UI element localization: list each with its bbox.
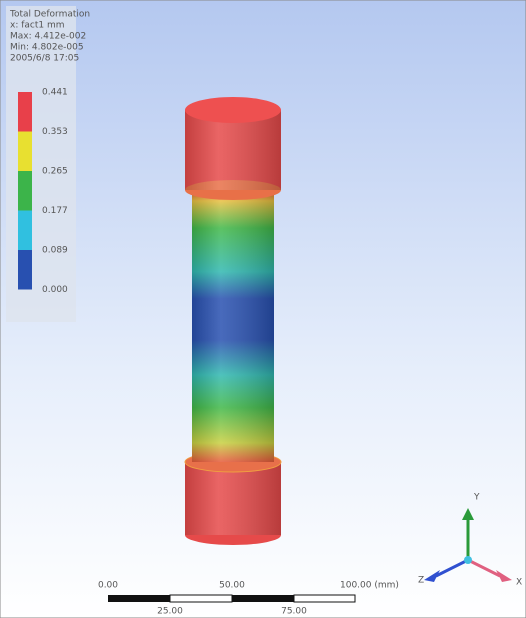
legend-label: 0.353	[42, 127, 68, 137]
shading	[185, 462, 281, 535]
legend-swatch	[18, 92, 32, 132]
legend-label: 0.177	[42, 206, 68, 216]
scale-label: 50.00	[219, 581, 245, 591]
shading	[192, 190, 274, 462]
scale-segment	[294, 595, 355, 602]
scale-label: 0.00	[98, 581, 118, 591]
scale-segment	[108, 595, 170, 602]
header-line: Max: 4.412e-002	[10, 32, 86, 42]
header-line: Total Deformation	[9, 10, 90, 20]
scale-segment	[170, 595, 232, 602]
header-line: x: fact1 mm	[10, 21, 65, 31]
scale-label: 75.00	[281, 607, 307, 617]
header-line: 2005/6/8 17:05	[10, 54, 79, 64]
legend-label: 0.000	[42, 285, 68, 295]
scale-segment	[232, 595, 294, 602]
legend-label: 0.265	[42, 167, 68, 177]
triad-origin	[464, 556, 472, 564]
legend-swatch	[18, 132, 32, 172]
axis-label: Y	[473, 493, 480, 503]
viewport: Total Deformationx: fact1 mmMax: 4.412e-…	[0, 0, 526, 618]
top-cap-face	[185, 97, 281, 123]
cylinder	[185, 97, 281, 545]
scale-label: 25.00	[157, 607, 183, 617]
legend-label: 0.089	[42, 246, 68, 256]
axis-label: X	[516, 578, 522, 588]
axis-label: Z	[418, 576, 424, 586]
legend-swatch	[18, 171, 32, 211]
legend-label: 0.441	[42, 88, 68, 98]
legend-swatch	[18, 211, 32, 251]
legend-swatch	[18, 250, 32, 290]
header-line: Min: 4.802e-005	[10, 43, 84, 53]
scale-label: 100.00 (mm)	[340, 581, 399, 591]
